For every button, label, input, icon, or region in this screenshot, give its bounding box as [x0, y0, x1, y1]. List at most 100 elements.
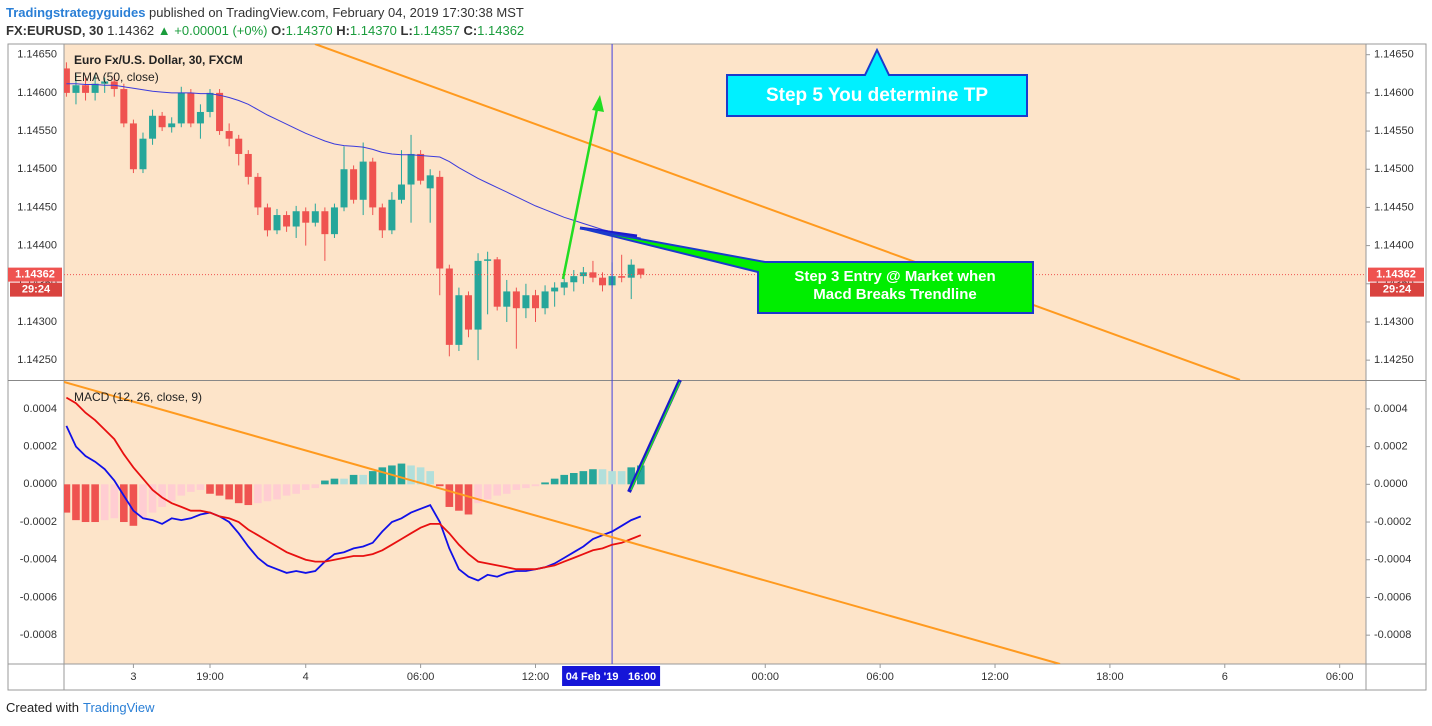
histogram-bar	[177, 484, 186, 496]
histogram-bar	[550, 478, 559, 485]
y-tick-label: -0.0006	[20, 591, 57, 603]
candle-body	[149, 115, 157, 139]
candle-body	[627, 264, 635, 278]
x-tick-label: 06:00	[1326, 671, 1354, 683]
candle-body	[570, 276, 578, 283]
candle-body	[474, 260, 482, 330]
histogram-bar	[541, 482, 549, 485]
histogram-bar	[531, 484, 540, 487]
published: published on TradingView.com, February 0…	[149, 5, 524, 20]
x-tick-label: 12:00	[981, 671, 1009, 683]
candle-body	[484, 259, 492, 261]
candle-body	[101, 81, 109, 84]
countdown-text: 29:24	[1383, 284, 1412, 296]
crosshair-date: 04 Feb '19	[566, 671, 619, 683]
histogram-bar	[234, 484, 243, 504]
y-tick-label: 1.14650	[1374, 49, 1414, 61]
x-tick-label: 18:00	[1096, 671, 1124, 683]
candle-body	[436, 176, 444, 269]
y-tick-label: 1.14500	[17, 163, 57, 175]
candle-body	[369, 161, 377, 208]
candle-body	[512, 291, 520, 309]
histogram-bar	[637, 465, 645, 485]
y-tick-label: 0.0002	[23, 441, 57, 453]
y-tick-label: 1.14550	[1374, 125, 1414, 137]
candle-body	[426, 175, 434, 189]
histogram-bar	[187, 484, 195, 492]
y-tick-label: 1.14250	[17, 354, 57, 366]
trendline	[64, 381, 1061, 664]
ohlc-value: 1.14362	[477, 23, 525, 38]
histogram-bar	[100, 484, 109, 521]
candle-body	[302, 211, 310, 223]
histogram-bar	[464, 484, 473, 515]
histogram-bar	[426, 471, 434, 485]
price-tag	[8, 267, 62, 282]
candle-body	[235, 138, 243, 154]
ohlc-label: H:	[336, 23, 350, 38]
histogram-bar	[148, 484, 157, 513]
y-tick-label: 1.14600	[1374, 87, 1414, 99]
ohlc-label: L:	[400, 23, 413, 38]
histogram-bar	[455, 484, 463, 511]
histogram-bar	[560, 474, 569, 485]
y-tick-label: 0.0000	[23, 478, 57, 490]
y-tick-label: -0.0002	[1374, 516, 1411, 528]
histogram-bar	[397, 463, 406, 485]
callout	[579, 227, 1034, 314]
histogram-bar	[608, 471, 616, 485]
candle-body	[378, 207, 386, 231]
candle-body	[551, 287, 559, 292]
countdown-text: 29:24	[22, 284, 51, 296]
histogram-bar	[378, 467, 387, 485]
ohlc-value: 1.14357	[412, 23, 460, 38]
footer: Created with TradingView	[6, 700, 155, 715]
histogram-bar	[196, 484, 205, 490]
histogram-bar	[522, 484, 530, 489]
candle-body	[263, 207, 271, 231]
y-tick-label: -0.0002	[20, 516, 57, 528]
candle-body	[283, 215, 291, 227]
crosshair-time: 16:00	[628, 671, 656, 683]
symbol: FX:EURUSD, 30	[6, 23, 104, 38]
histogram-bar	[416, 467, 425, 485]
candle-body	[196, 111, 204, 124]
x-tick-label: 06:00	[407, 671, 435, 683]
histogram-bar	[311, 484, 320, 489]
histogram-bar	[569, 473, 578, 485]
histogram-bar	[91, 484, 99, 523]
ohlc-value: 1.14370	[349, 23, 397, 38]
histogram-bar	[64, 484, 71, 513]
histogram-bar	[282, 484, 291, 496]
histogram-bar	[206, 484, 214, 494]
y-tick-label: 1.14400	[17, 240, 57, 252]
histogram-bar	[167, 484, 176, 502]
histogram-bar	[244, 484, 253, 506]
series-line	[66, 83, 641, 239]
candle-body	[340, 169, 348, 208]
histogram-bar	[502, 484, 511, 494]
y-tick-label: 1.14600	[17, 87, 57, 99]
y-tick-label: 1.14450	[1374, 201, 1414, 213]
y-tick-label: 1.14250	[1374, 354, 1414, 366]
candle-body	[82, 85, 90, 93]
candle-body	[637, 268, 645, 275]
candle-body	[330, 207, 338, 235]
pane-title: MACD (12, 26, close, 9)	[74, 390, 202, 404]
histogram-bar	[445, 484, 454, 507]
price-tag-text: 1.14362	[1376, 269, 1416, 281]
price-tag-text: 1.14362	[15, 269, 55, 281]
histogram-bar	[407, 465, 415, 485]
candle-body	[244, 153, 252, 177]
candle-body	[72, 85, 80, 93]
candle-body	[397, 184, 405, 200]
y-tick-label: -0.0006	[1374, 591, 1411, 603]
candle-body	[455, 295, 463, 345]
histogram-bar	[263, 484, 272, 502]
candle-body	[541, 291, 549, 309]
candle-body	[187, 92, 195, 124]
macd-break-marker	[627, 379, 682, 493]
histogram-bar	[139, 484, 147, 519]
callout	[726, 47, 1028, 117]
